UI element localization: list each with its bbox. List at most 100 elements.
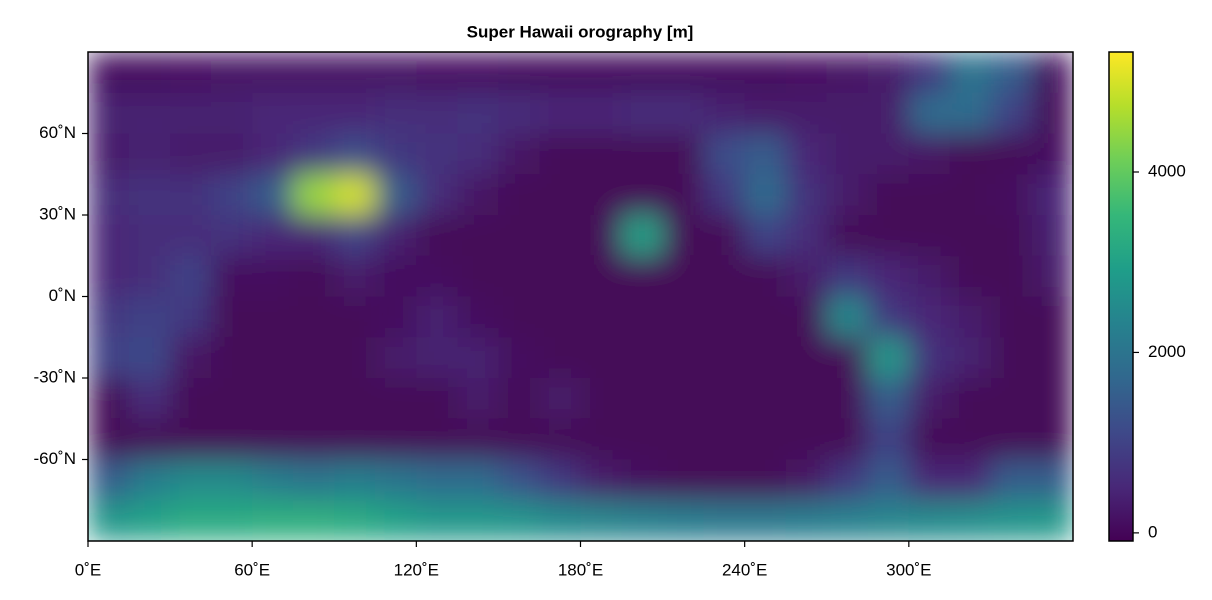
heatmap-cell [949, 500, 992, 541]
heatmap-cell [293, 52, 335, 94]
colorbar-tick-label: 2000 [1148, 342, 1186, 361]
heatmap-cell [457, 337, 499, 379]
heatmap-cell [744, 255, 787, 297]
heatmap-cell [457, 255, 499, 297]
heatmap-cell [867, 92, 910, 134]
heatmap-cell [908, 255, 951, 297]
heatmap-cell [867, 418, 910, 460]
heatmap-cell [990, 500, 1033, 541]
heatmap-cell [293, 255, 335, 297]
heatmap-cell [744, 500, 787, 541]
heatmap-cell [908, 174, 951, 216]
heatmap-cell [539, 215, 581, 257]
heatmap-cell [867, 500, 910, 541]
heatmap-cell [457, 174, 499, 216]
heatmap-cell [457, 418, 499, 460]
colorbar-tick-label: 0 [1148, 522, 1157, 541]
heatmap-cell [252, 296, 294, 338]
heatmap-cell [908, 337, 951, 379]
heatmap-cell [375, 500, 417, 541]
heatmap-cell [867, 337, 910, 379]
heatmap-cell [785, 133, 828, 175]
heatmap-cell [1031, 500, 1073, 541]
heatmap-cell [416, 296, 458, 338]
heatmap-cell [580, 52, 623, 94]
heatmap-cell [416, 459, 458, 501]
heatmap-cell [703, 92, 746, 134]
heatmap-cell [949, 459, 992, 501]
heatmap-cell [580, 500, 623, 541]
heatmap-cell [949, 255, 992, 297]
heatmap-cell [785, 459, 828, 501]
x-tick-label: 180˚E [558, 560, 603, 579]
heatmap-cell [785, 337, 828, 379]
heatmap-cell [621, 296, 664, 338]
heatmap-cell [170, 378, 212, 420]
heatmap-cell [744, 296, 787, 338]
heatmap-cell [375, 337, 417, 379]
heatmap-cell [662, 92, 705, 134]
heatmap-cell [662, 296, 705, 338]
heatmap-cell [334, 378, 376, 420]
heatmap-cell [170, 215, 212, 257]
heatmap-cell [539, 337, 581, 379]
heatmap-cell [293, 378, 335, 420]
heatmap-cell [293, 296, 335, 338]
heatmap-cell [949, 296, 992, 338]
chart-title: Super Hawaii orography [m] [467, 22, 694, 41]
heatmap-cell [867, 133, 910, 175]
heatmap-cell [1031, 459, 1073, 501]
heatmap-cell [211, 459, 253, 501]
heatmap-cell [375, 133, 417, 175]
heatmap-cell [293, 459, 335, 501]
heatmap-cell [621, 500, 664, 541]
heatmap-cell [949, 337, 992, 379]
heatmap-cell [662, 133, 705, 175]
heatmap-cell [662, 215, 705, 257]
heatmap-cell [826, 378, 869, 420]
heatmap-cell [826, 174, 869, 216]
x-tick-label: 0˚E [75, 560, 101, 579]
heatmap-cell [129, 337, 171, 379]
heatmap-cell [990, 378, 1033, 420]
heatmap-cell [88, 52, 130, 94]
heatmap-cell [744, 174, 787, 216]
heatmap-cell [703, 500, 746, 541]
heatmap-cell [580, 337, 623, 379]
heatmap-cell [826, 500, 869, 541]
x-tick-label: 120˚E [394, 560, 439, 579]
heatmap-cell [621, 378, 664, 420]
heatmap-cell [498, 296, 540, 338]
heatmap-cell [457, 500, 499, 541]
heatmap-cell [621, 337, 664, 379]
heatmap-cell [375, 418, 417, 460]
heatmap-cell [621, 133, 664, 175]
heatmap-cell [457, 459, 499, 501]
heatmap-cell [252, 52, 294, 94]
heatmap-cell [580, 255, 623, 297]
heatmap-cell [252, 337, 294, 379]
heatmap-cell [252, 92, 294, 134]
heatmap-cell [334, 174, 376, 216]
heatmap-cell [621, 459, 664, 501]
heatmap-cell [621, 418, 664, 460]
heatmap-cell [621, 255, 664, 297]
heatmap-cell [416, 500, 458, 541]
heatmap-cell [416, 255, 458, 297]
heatmap-cell [621, 174, 664, 216]
y-tick-label: 0˚N [49, 286, 76, 305]
heatmap-cell [129, 92, 171, 134]
heatmap-cell [785, 255, 828, 297]
heatmap-cell [908, 378, 951, 420]
heatmap-cell [908, 459, 951, 501]
heatmap-cell [990, 133, 1033, 175]
heatmap-cell [621, 92, 664, 134]
heatmap-cell [252, 255, 294, 297]
heatmap-cell [867, 174, 910, 216]
colorbar-tick-label: 4000 [1148, 161, 1186, 180]
heatmap [88, 52, 1073, 541]
heatmap-cell [293, 215, 335, 257]
heatmap-cell [129, 52, 171, 94]
heatmap-cell [744, 133, 787, 175]
